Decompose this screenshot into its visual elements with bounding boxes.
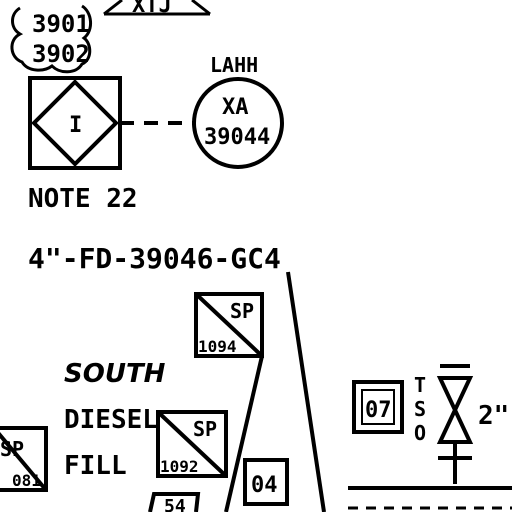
instrument-line-1: XA [222,95,249,120]
valve-stack-letters: T S O [414,373,426,445]
spec-break-1092: SP 1092 [156,410,228,478]
valve-letter-1: T [414,373,426,397]
note-label: NOTE 22 [28,184,138,214]
interlock-symbol: I [28,76,122,170]
sp-081-top: SP [0,437,24,461]
instrument-bubble: LAHH XA 39044 [192,53,284,169]
instrument-tag-top: LAHH [210,53,258,77]
interlock-label: I [69,113,82,138]
pipe-line-left [224,355,264,512]
top-partial-box: XTJ [103,0,211,18]
spec-break-1094: SP 1094 [194,292,264,358]
box-04-label: 04 [251,473,278,498]
valve-letter-3: O [414,421,426,445]
pipe-spec-label: 4"-FD-39046-GC4 [28,242,281,275]
location-line-1: SOUTH [64,359,166,389]
tag-box-07: 07 [352,380,404,434]
gate-valve-icon [436,364,474,484]
instrument-line-2: 39044 [204,125,270,150]
valve-size-label: 2" [478,401,509,431]
sp-081-bottom: 081 [12,471,41,490]
sp-1094-top: SP [230,299,254,323]
sp-1092-bottom: 1092 [160,457,199,476]
bottom-partial-text: 54 [164,496,186,512]
cloud-line-2: 3902 [32,40,90,68]
location-line-2: DIESEL [64,405,158,435]
location-line-3: FILL [64,451,127,481]
spec-break-081: SP 081 [0,426,48,492]
revision-cloud: 3901 3902 [10,4,92,74]
valve-letter-2: S [414,397,426,421]
cloud-line-1: 3901 [32,10,90,38]
location-label: SOUTH DIESEL FILL [64,359,166,481]
sp-1092-top: SP [193,417,217,441]
bottom-partial-box: 54 [148,492,201,512]
pipe-line-right [286,271,326,512]
top-partial-text: XTJ [132,0,172,18]
sp-1094-bottom: 1094 [198,337,237,356]
tag-box-04: 04 [243,458,289,506]
box-07-label: 07 [365,398,392,423]
